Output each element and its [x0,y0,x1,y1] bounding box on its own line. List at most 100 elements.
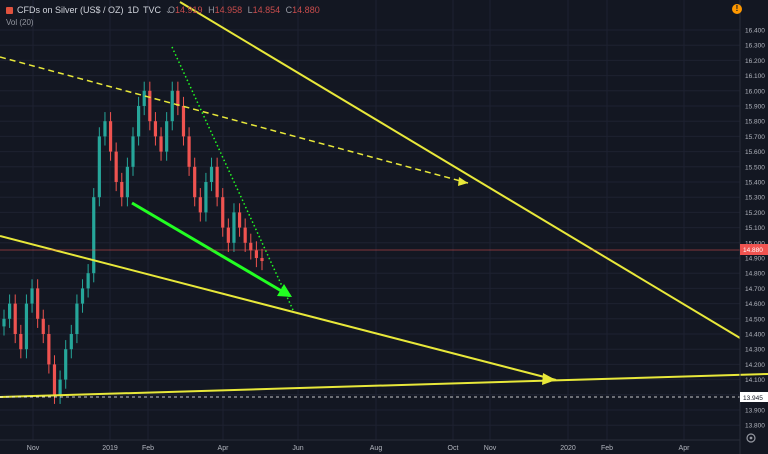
candle [52,355,57,404]
yellow-dashed-trendline [0,56,469,184]
candle [181,96,186,146]
candle-body [75,303,79,334]
candle [176,81,180,116]
candle-body [165,121,169,152]
candle-body [69,334,73,350]
candle-body [170,90,174,122]
candle-body [108,121,113,152]
time-tick-label: Aug [370,445,383,452]
candle [125,157,129,207]
candle-body [260,258,264,262]
price-tick-label: 15.900 [745,104,765,111]
candle-body [47,334,51,365]
candle [47,324,51,374]
price-tick-label: 14.700 [745,286,765,293]
candle [254,241,258,268]
price-tick-label: 13.800 [745,423,765,430]
ohlc-open-key: O [168,5,176,15]
candle [41,309,45,344]
candle [86,264,90,298]
time-tick-label: 2020 [560,445,576,452]
green-dotted-trendline [171,46,294,311]
yellow-trendline-lower [0,235,557,381]
candle-body [153,121,158,137]
low-marker-tag: 13.945 [740,392,768,402]
interval[interactable]: 1D [127,5,140,15]
candle [137,96,141,146]
time-tick-label: 2019 [102,445,118,452]
yellow-trendline-upper [179,1,741,339]
price-tick-label: 14.100 [745,377,765,384]
candle-body [215,166,219,198]
candle [13,294,17,344]
candle-body [64,349,68,380]
time-tick-label: Nov [484,445,497,452]
volume-indicator-label[interactable]: Vol (20) [6,18,34,27]
candle-body [221,197,225,228]
ohlc-readout: O14.919 H14.958 L14.854 C14.880 [168,5,323,15]
candle-body [249,242,253,251]
ohlc-high-key: H [208,5,215,15]
candle-body [176,90,180,106]
ohlc-close-key: C [285,5,293,15]
candle-body [41,318,45,334]
candle [198,188,202,222]
symbol-name[interactable]: CFDs on Silver (US$ / OZ) [17,5,124,15]
price-axis: 16.400 16.300 16.200 16.100 16.000 15.900 15.8… [739,0,765,454]
candle [215,157,219,207]
candle-body [13,303,17,334]
time-tick-label: Apr [679,445,691,452]
time-tick-label: Jun [292,445,303,452]
candle-body [204,182,208,213]
price-tick-label: 15.200 [745,210,765,217]
price-tick-label: 14.400 [745,332,765,339]
candle [204,172,208,222]
price-tick-label: 14.200 [745,362,765,369]
ohlc-close-value: 14.880 [292,5,320,15]
candle-body [193,166,197,198]
price-tick-label: 15.400 [745,180,765,187]
candle-body [80,288,85,304]
candle-body [2,318,6,327]
price-tick-label: 15.100 [745,225,765,232]
time-tick-label: Apr [218,445,230,452]
drawing-tools [0,1,768,398]
candle [24,294,29,359]
ohlc-open-value: 14.919 [175,5,203,15]
price-tick-label: 13.900 [745,408,765,415]
price-tick-label: 14.600 [745,301,765,308]
candle [30,279,34,313]
candle [58,370,62,404]
candle-body [254,250,258,258]
candle-body [142,90,146,106]
price-tick-label: 14.800 [745,271,765,278]
candle-body [8,303,12,319]
time-tick-label: Feb [601,445,613,452]
current-price-tag: 14.880 [740,244,768,255]
candle-body [232,212,236,243]
candlestick-series [2,81,264,404]
price-tick-label: 15.800 [745,119,765,126]
time-tick-label: Oct [448,445,459,452]
candle [221,188,225,237]
price-tick-label: 14.500 [745,316,765,323]
green-arrow-line [131,201,291,298]
candle [148,81,152,131]
candle [120,172,124,207]
price-tick-label: 15.000 [745,240,765,247]
chart-grid [0,0,740,440]
candle [8,294,12,328]
chevron-down-icon[interactable]: ⌄ [165,5,172,15]
price-tick-label: 15.600 [745,149,765,156]
price-tick-label: 16.400 [745,28,765,35]
candle [80,279,85,313]
gear-icon[interactable] [746,433,756,443]
candle [142,81,146,116]
candle [243,218,247,252]
candle [249,233,253,260]
candle-body [137,106,141,137]
candle-body [226,227,230,243]
symbol-header[interactable]: CFDs on Silver (US$ / OZ) 1D TVC ⌄ [6,5,172,15]
alert-icon[interactable]: ! [732,4,742,14]
